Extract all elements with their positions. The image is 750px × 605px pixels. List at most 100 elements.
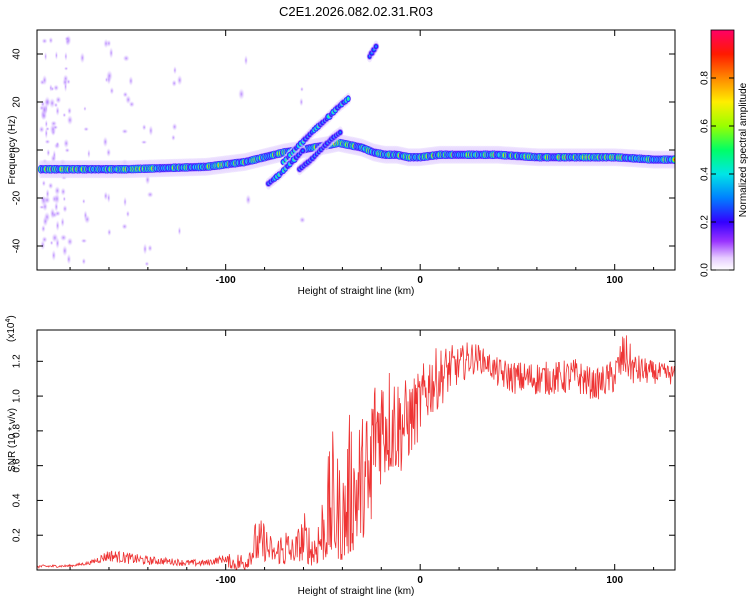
noise-speckle <box>121 223 128 230</box>
noise-speckle <box>177 226 182 236</box>
ridge-upper-branch <box>280 92 352 168</box>
noise-speckle <box>55 237 60 250</box>
snr-ytick-label: 0.4 <box>12 493 23 507</box>
noise-speckle <box>171 79 177 87</box>
noise-speckle <box>42 215 49 227</box>
noise-speckle <box>55 141 60 147</box>
spectrogram-ytick-label: -40 <box>12 238 23 253</box>
noise-speckle <box>79 52 85 64</box>
noise-speckle <box>141 123 147 131</box>
noise-speckle <box>62 204 68 213</box>
noise-speckle <box>245 194 252 206</box>
noise-speckle <box>62 196 66 202</box>
noise-speckle <box>122 91 129 98</box>
noise-speckle <box>44 119 48 129</box>
noise-speckle <box>147 244 153 252</box>
noise-speckle <box>60 187 66 196</box>
snr-xtick-label: 0 <box>417 575 423 586</box>
noise-speckle <box>60 217 65 228</box>
noise-speckle <box>244 54 248 66</box>
noise-speckle <box>42 201 48 212</box>
noise-speckle <box>64 51 68 62</box>
noise-speckle <box>49 207 56 220</box>
noise-speckle <box>54 185 61 196</box>
noise-speckle <box>299 216 306 224</box>
noise-speckle <box>66 114 73 126</box>
noise-speckle <box>48 36 54 44</box>
noise-speckle <box>45 126 50 131</box>
noise-speckle <box>55 95 62 104</box>
noise-speckle <box>122 54 130 62</box>
noise-speckle <box>125 210 130 218</box>
noise-speckle <box>52 124 59 130</box>
noise-speckle <box>67 106 72 115</box>
noise-speckle <box>300 86 304 92</box>
noise-speckle <box>176 74 183 86</box>
ridge-cell <box>372 42 380 51</box>
noise-speckle <box>42 104 47 115</box>
noise-speckle <box>171 134 176 141</box>
spectrogram-ytick-label: 40 <box>12 48 23 60</box>
noise-speckle <box>55 219 60 232</box>
snr-ylabel: SNR (10 * v/v) <box>7 408 18 472</box>
colorbar-tick-label: 0.8 <box>700 71 711 85</box>
noise-speckle <box>41 224 46 233</box>
snr-panel: -100 0 100 0.2 0.4 0.6 0.8 1.0 1.2 Height of str… <box>5 315 676 597</box>
noise-speckle <box>140 140 148 145</box>
noise-speckle <box>62 245 68 257</box>
noise-speckle <box>41 38 48 44</box>
noise-speckle <box>144 261 150 267</box>
noise-speckle <box>63 138 70 149</box>
spectrogram-ytick-label: -20 <box>12 190 23 205</box>
spectrogram-xtick-label: 0 <box>417 275 423 286</box>
noise-speckle <box>49 97 56 109</box>
noise-speckle <box>299 97 304 107</box>
spectrogram-xtick-label: 100 <box>606 275 623 286</box>
scale-exponent: 4 <box>5 319 12 323</box>
noise-speckle <box>87 148 91 159</box>
noise-speckle <box>44 51 48 61</box>
noise-speckle <box>53 84 60 92</box>
colorbar-tick-label: 0.2 <box>700 215 711 229</box>
noise-speckle <box>103 191 109 201</box>
noise-speckle <box>62 112 67 118</box>
spectrogram-xlabel: Height of straight line (km) <box>298 286 415 297</box>
noise-speckle <box>109 86 115 95</box>
snr-ytick-label: 1.2 <box>12 354 23 368</box>
spectrogram-panel: -100 0 100 -40 -20 0 20 40 Height of straight l… <box>7 29 676 297</box>
noise-speckle <box>54 50 58 61</box>
scale-suffix: ) <box>6 315 17 318</box>
spectrogram-axes: -100 0 100 -40 -20 0 20 40 <box>12 30 675 286</box>
noise-speckle <box>106 192 111 204</box>
noise-speckle <box>80 238 88 244</box>
colorbar-scale <box>710 29 735 271</box>
colorbar: 0.0 0.2 0.4 0.6 0.8 Normalized spectral ampl… <box>700 29 749 277</box>
noise-speckle <box>148 125 154 137</box>
noise-speckle <box>106 69 113 82</box>
noise-speckle <box>171 122 178 131</box>
colorbar-tick-label: 0.4 <box>700 167 711 181</box>
snr-series-line <box>37 335 675 570</box>
noise-speckle <box>142 243 148 255</box>
noise-speckle <box>108 47 114 59</box>
noise-speckle <box>83 126 89 132</box>
noise-speckle <box>55 105 60 117</box>
snr-scale-factor: (x104) <box>5 315 17 342</box>
noise-speckle <box>238 88 245 101</box>
noise-speckle <box>102 136 108 148</box>
ridge-lower-branch <box>264 144 307 190</box>
noise-speckle <box>83 106 87 112</box>
noise-speckle <box>50 86 55 92</box>
noise-speckle <box>40 239 46 251</box>
snr-ytick-label: 0.8 <box>12 423 23 437</box>
snr-ytick-label: 1.0 <box>12 389 23 403</box>
spectrogram-xtick-label: -100 <box>216 275 236 286</box>
ridge-cell <box>336 128 344 137</box>
noise-speckle <box>146 191 154 198</box>
noise-speckle <box>82 198 86 205</box>
noise-speckle <box>123 196 127 208</box>
noise-speckle <box>44 95 51 108</box>
noise-speckle <box>51 249 57 262</box>
